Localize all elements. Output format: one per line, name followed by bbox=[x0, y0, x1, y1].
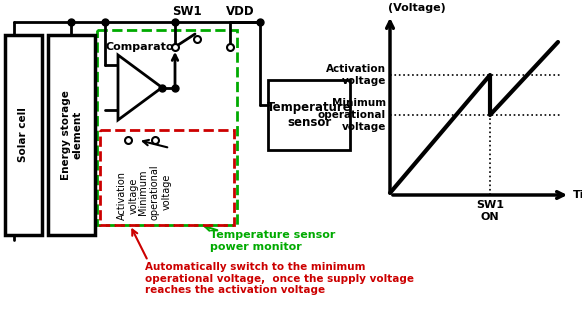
Text: Energy storage
element: Energy storage element bbox=[61, 90, 82, 180]
Text: Temperature sensor
power monitor: Temperature sensor power monitor bbox=[210, 230, 335, 252]
Text: Automatically switch to the minimum
operational voltage,  once the supply voltag: Automatically switch to the minimum oper… bbox=[145, 262, 414, 295]
Text: Minimum
operational
voltage: Minimum operational voltage bbox=[318, 98, 386, 132]
Text: VDD
(Voltage): VDD (Voltage) bbox=[388, 0, 446, 13]
Text: Solar cell: Solar cell bbox=[19, 108, 29, 162]
Polygon shape bbox=[118, 55, 162, 120]
Bar bbox=[48, 35, 95, 235]
Bar bbox=[268, 80, 350, 150]
Text: Activation
voltage: Activation voltage bbox=[117, 171, 139, 220]
Text: Time: Time bbox=[573, 190, 582, 200]
Text: SW1: SW1 bbox=[172, 5, 202, 18]
Text: Comparator: Comparator bbox=[105, 42, 179, 52]
Text: Minimum
operational
voltage: Minimum operational voltage bbox=[139, 164, 172, 220]
Text: Activation
voltage: Activation voltage bbox=[326, 64, 386, 86]
Text: VDD: VDD bbox=[226, 5, 254, 18]
Bar bbox=[97, 30, 237, 225]
Bar bbox=[100, 130, 234, 225]
Bar bbox=[5, 35, 42, 235]
Text: SW1
ON: SW1 ON bbox=[476, 200, 504, 222]
Text: Temperature
sensor: Temperature sensor bbox=[267, 101, 352, 129]
